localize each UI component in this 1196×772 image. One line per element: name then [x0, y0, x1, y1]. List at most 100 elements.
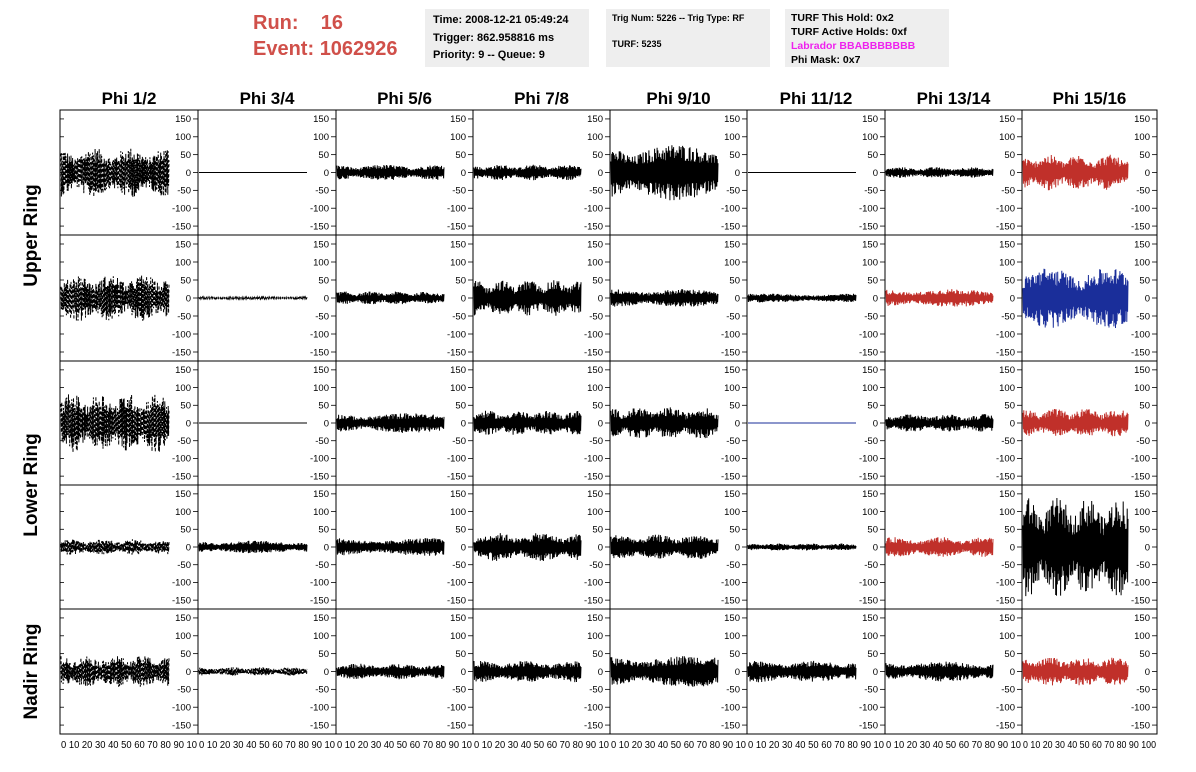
y-tick-label: 100: [724, 132, 740, 143]
y-tick-label: 50: [180, 525, 191, 536]
y-tick-label: 100: [862, 507, 878, 518]
y-tick-label: 150: [587, 365, 603, 376]
y-tick-label: 50: [1139, 401, 1150, 412]
y-tick-label: 100: [999, 383, 1015, 394]
y-tick-label: 0: [1145, 293, 1150, 304]
y-tick-label: -150: [584, 221, 603, 232]
y-tick-label: 150: [313, 114, 329, 125]
y-tick-label: 150: [587, 613, 603, 624]
y-tick-label: 150: [450, 489, 466, 500]
y-tick-label: 100: [1134, 257, 1150, 268]
y-tick-label: -50: [1001, 311, 1015, 322]
y-tick-label: 100: [1134, 383, 1150, 394]
run-event-header: Run: 16 Event: 1062926: [253, 10, 398, 62]
y-tick-label: -150: [584, 347, 603, 358]
y-tick-label: 100: [587, 631, 603, 642]
y-tick-label: -150: [584, 471, 603, 482]
turf-text: TURF: 5235: [612, 39, 662, 49]
waveform-trace: [610, 656, 719, 687]
column-title: Phi 5/6: [377, 89, 432, 108]
y-tick-label: -150: [584, 595, 603, 606]
column-title: Phi 7/8: [514, 89, 569, 108]
y-tick-label: -50: [1136, 311, 1150, 322]
y-tick-label: 150: [862, 365, 878, 376]
y-tick-label: -150: [172, 347, 191, 358]
y-tick-label: 50: [1004, 649, 1015, 660]
y-tick-label: -150: [1131, 720, 1150, 731]
y-tick-label: -100: [584, 329, 603, 340]
y-tick-label: 0: [873, 418, 878, 429]
y-tick-label: 0: [461, 293, 466, 304]
y-tick-label: 150: [999, 239, 1015, 250]
y-tick-label: -50: [452, 685, 466, 696]
y-tick-label: 100: [450, 631, 466, 642]
y-tick-label: -100: [721, 204, 740, 215]
y-tick-label: 50: [592, 401, 603, 412]
waveform-trace: [1022, 154, 1129, 191]
waveform-trace: [336, 663, 445, 680]
y-tick-label: -100: [859, 204, 878, 215]
y-tick-label: -100: [996, 204, 1015, 215]
y-tick-label: -100: [1131, 578, 1150, 589]
y-tick-label: -150: [859, 221, 878, 232]
y-tick-label: -100: [172, 204, 191, 215]
ring-label: Upper Ring: [21, 184, 42, 286]
y-tick-label: 100: [862, 383, 878, 394]
y-tick-label: -100: [1131, 204, 1150, 215]
y-tick-label: -50: [589, 436, 603, 447]
y-tick-label: 150: [724, 489, 740, 500]
y-tick-label: -50: [1001, 685, 1015, 696]
y-tick-label: -150: [172, 720, 191, 731]
y-tick-label: 50: [1004, 525, 1015, 536]
y-tick-label: 150: [587, 239, 603, 250]
y-tick-label: -100: [721, 329, 740, 340]
y-tick-label: -50: [315, 685, 329, 696]
trig-info-box: Trig Num: 5226 -- Trig Type: RF TURF: 52…: [606, 9, 770, 67]
y-tick-label: 0: [461, 418, 466, 429]
y-tick-label: 100: [175, 383, 191, 394]
waveform-trace: [198, 667, 308, 676]
y-tick-label: 100: [1134, 132, 1150, 143]
y-tick-label: 0: [186, 293, 191, 304]
y-tick-label: 150: [1134, 114, 1150, 125]
y-tick-label: -100: [447, 578, 466, 589]
x-tick-label: 0 10 20 30 40 50 60 70 80 90 10: [199, 740, 335, 751]
y-tick-label: -100: [584, 204, 603, 215]
y-tick-label: 0: [873, 168, 878, 179]
y-tick-label: -50: [589, 685, 603, 696]
y-tick-label: 0: [1145, 667, 1150, 678]
waveform-trace: [60, 655, 170, 687]
y-tick-label: -50: [315, 436, 329, 447]
y-tick-label: 50: [180, 275, 191, 286]
y-tick-label: -150: [310, 221, 329, 232]
waveform-trace: [885, 167, 994, 178]
y-tick-label: -100: [584, 578, 603, 589]
y-tick-label: -50: [452, 186, 466, 197]
y-tick-label: 100: [175, 257, 191, 268]
y-tick-label: 0: [873, 542, 878, 553]
event-value: 1062926: [319, 38, 398, 60]
waveform-trace: [473, 660, 582, 683]
y-tick-label: 0: [735, 418, 740, 429]
y-tick-label: 150: [587, 489, 603, 500]
y-tick-label: 150: [175, 613, 191, 624]
y-tick-label: -100: [310, 578, 329, 589]
waveform-trace: [610, 534, 719, 559]
y-tick-label: 150: [862, 239, 878, 250]
y-tick-label: -150: [859, 471, 878, 482]
y-tick-label: -50: [452, 560, 466, 571]
y-tick-label: -50: [864, 311, 878, 322]
y-tick-label: 100: [1134, 631, 1150, 642]
y-tick-label: 50: [729, 401, 740, 412]
y-tick-label: -150: [996, 720, 1015, 731]
y-tick-label: 100: [862, 132, 878, 143]
y-tick-label: 100: [587, 132, 603, 143]
y-tick-label: 50: [1139, 275, 1150, 286]
y-tick-label: 50: [455, 150, 466, 161]
y-tick-label: 150: [724, 239, 740, 250]
y-tick-label: 0: [1010, 667, 1015, 678]
y-tick-label: -100: [996, 578, 1015, 589]
y-tick-label: -150: [1131, 471, 1150, 482]
y-tick-label: 100: [313, 383, 329, 394]
x-tick-label: 0 10 20 30 40 50 60 70 80 90 10: [337, 740, 472, 751]
